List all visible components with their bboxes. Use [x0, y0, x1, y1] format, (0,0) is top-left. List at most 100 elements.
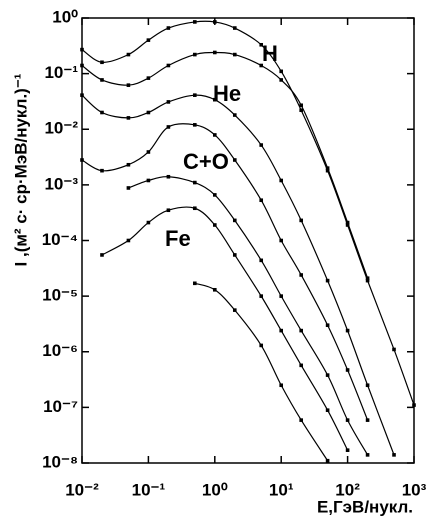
data-point: [232, 26, 237, 30]
series-label: H: [262, 41, 278, 66]
data-point: [80, 47, 84, 52]
y-tick-label: 10⁻³: [44, 174, 78, 193]
data-point: [392, 347, 396, 352]
data-point: [166, 174, 171, 179]
spectrum-line: [101, 206, 349, 451]
data-point: [345, 328, 350, 333]
data-point: [325, 373, 330, 377]
x-tick-label: 10⁰: [202, 480, 228, 499]
data-point: [299, 273, 303, 277]
y-tick-label: 10⁻⁴: [42, 230, 78, 249]
data-point: [232, 308, 237, 312]
x-axis-label: E,ГэВ/нукл.: [317, 497, 413, 516]
data-point: [232, 253, 237, 257]
data-point: [193, 281, 197, 286]
x-tick-label: 10⁻²: [65, 480, 99, 499]
series-label: Fe: [165, 226, 191, 251]
data-point: [146, 76, 151, 80]
x-tick-label: 10¹: [269, 480, 294, 499]
y-tick-label: 10⁻⁶: [42, 341, 78, 360]
y-tick-label: 10⁻⁸: [42, 452, 78, 471]
data-point: [126, 83, 131, 87]
data-point: [126, 116, 131, 120]
data-point: [193, 123, 197, 127]
data-point: [325, 166, 330, 170]
data-point: [126, 238, 131, 243]
spectrum-line: [81, 51, 369, 279]
data-point: [279, 178, 283, 183]
data-point: [392, 453, 396, 457]
data-point: [146, 110, 151, 115]
spectrum-line: [81, 123, 369, 421]
data-point: [213, 50, 217, 55]
data-point: [279, 383, 283, 388]
data-point: [100, 253, 104, 257]
data-point: [325, 168, 330, 173]
data-point: [259, 63, 264, 68]
x-tick-label: 10²: [335, 480, 360, 499]
data-point: [213, 133, 217, 137]
data-point: [325, 278, 330, 283]
data-point: [345, 368, 350, 372]
data-point: [325, 408, 330, 412]
data-point: [213, 20, 217, 24]
data-point: [259, 42, 264, 47]
data-point: [213, 97, 217, 102]
data-point: [345, 220, 350, 225]
data-point: [100, 110, 104, 115]
data-point: [365, 418, 370, 422]
data-point: [412, 403, 416, 407]
spectrum-line: [194, 282, 329, 462]
y-tick-label: 10⁻⁵: [42, 286, 78, 305]
data-point: [193, 52, 197, 57]
data-point: [126, 186, 131, 190]
data-point: [166, 26, 171, 30]
y-axis-label: I ,(м² с· ср·МэВ/нукл.)⁻¹: [11, 73, 30, 266]
y-tick-label: 10⁻¹: [44, 63, 78, 82]
data-point: [213, 193, 217, 197]
data-point: [146, 38, 151, 42]
data-point: [299, 218, 303, 223]
data-point: [279, 294, 283, 298]
data-point: [232, 113, 237, 117]
data-point: [213, 223, 217, 227]
data-point: [299, 418, 303, 422]
data-point: [365, 383, 370, 388]
x-tick-label: 10³: [402, 480, 427, 499]
spectrum-line: [81, 94, 395, 456]
spectrum-line: [128, 176, 369, 456]
data-point: [193, 20, 197, 24]
data-point: [232, 218, 237, 223]
data-point: [345, 448, 350, 452]
series-label: C+O: [183, 149, 229, 174]
y-tick-label: 10⁰: [52, 7, 78, 26]
data-point: [365, 453, 370, 457]
data-point: [259, 258, 264, 263]
data-point: [365, 278, 370, 283]
data-point: [166, 100, 171, 104]
series-label: He: [213, 81, 241, 106]
data-point: [126, 162, 131, 167]
data-point: [146, 178, 151, 183]
data-point: [299, 328, 303, 333]
data-point: [126, 52, 131, 57]
data-point: [80, 93, 84, 97]
data-point: [80, 63, 84, 68]
data-point: [259, 198, 264, 203]
data-point: [146, 220, 151, 225]
data-point: [232, 158, 237, 162]
data-point: [80, 158, 84, 162]
data-point: [345, 223, 350, 227]
data-point: [166, 125, 171, 129]
data-point: [100, 168, 104, 173]
data-point: [193, 206, 197, 211]
data-point: [279, 238, 283, 243]
data-point: [232, 52, 237, 57]
data-point: [279, 328, 283, 333]
data-point: [259, 343, 264, 348]
data-point: [259, 143, 264, 147]
data-point: [100, 60, 104, 65]
data-point: [325, 458, 330, 463]
data-point: [279, 69, 283, 74]
